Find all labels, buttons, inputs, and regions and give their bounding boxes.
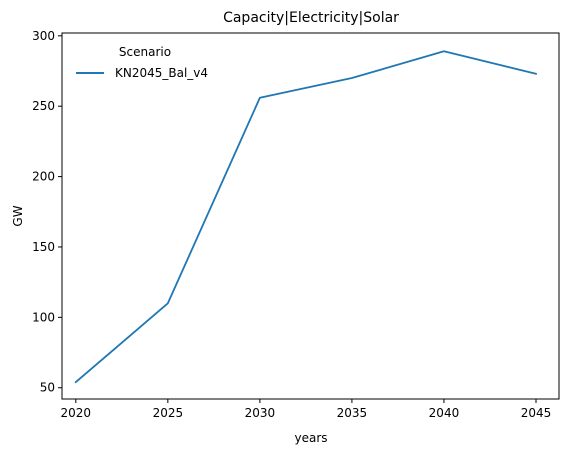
x-axis-label: years <box>294 431 327 445</box>
y-tick-label: 300 <box>32 29 55 43</box>
x-tick-label: 2045 <box>521 406 552 420</box>
y-axis: 50 100 150 200 250 300 <box>32 29 62 395</box>
legend-entry-label: KN2045_Bal_v4 <box>115 66 208 80</box>
y-tick-label: 150 <box>32 240 55 254</box>
x-tick-label: 2020 <box>61 406 92 420</box>
x-tick-label: 2025 <box>153 406 184 420</box>
x-axis: 2020 2025 2030 2035 2040 2045 <box>61 399 552 420</box>
legend: Scenario KN2045_Bal_v4 <box>76 45 208 80</box>
x-tick-label: 2035 <box>337 406 368 420</box>
legend-title: Scenario <box>119 45 171 59</box>
x-tick-label: 2040 <box>429 406 460 420</box>
plot-area: 2020 2025 2030 2035 2040 2045 50 100 150 200 250 3… <box>32 29 560 420</box>
plot-frame <box>61 32 560 400</box>
x-tick-label: 2030 <box>245 406 276 420</box>
y-tick-label: 50 <box>40 381 55 395</box>
series-layer <box>74 50 538 384</box>
y-tick-label: 100 <box>32 310 55 324</box>
y-axis-label: GW <box>11 205 25 226</box>
y-tick-label: 200 <box>32 170 55 184</box>
y-tick-label: 250 <box>32 99 55 113</box>
chart-title: Capacity|Electricity|Solar <box>223 10 399 26</box>
series-line-0 <box>74 50 538 384</box>
